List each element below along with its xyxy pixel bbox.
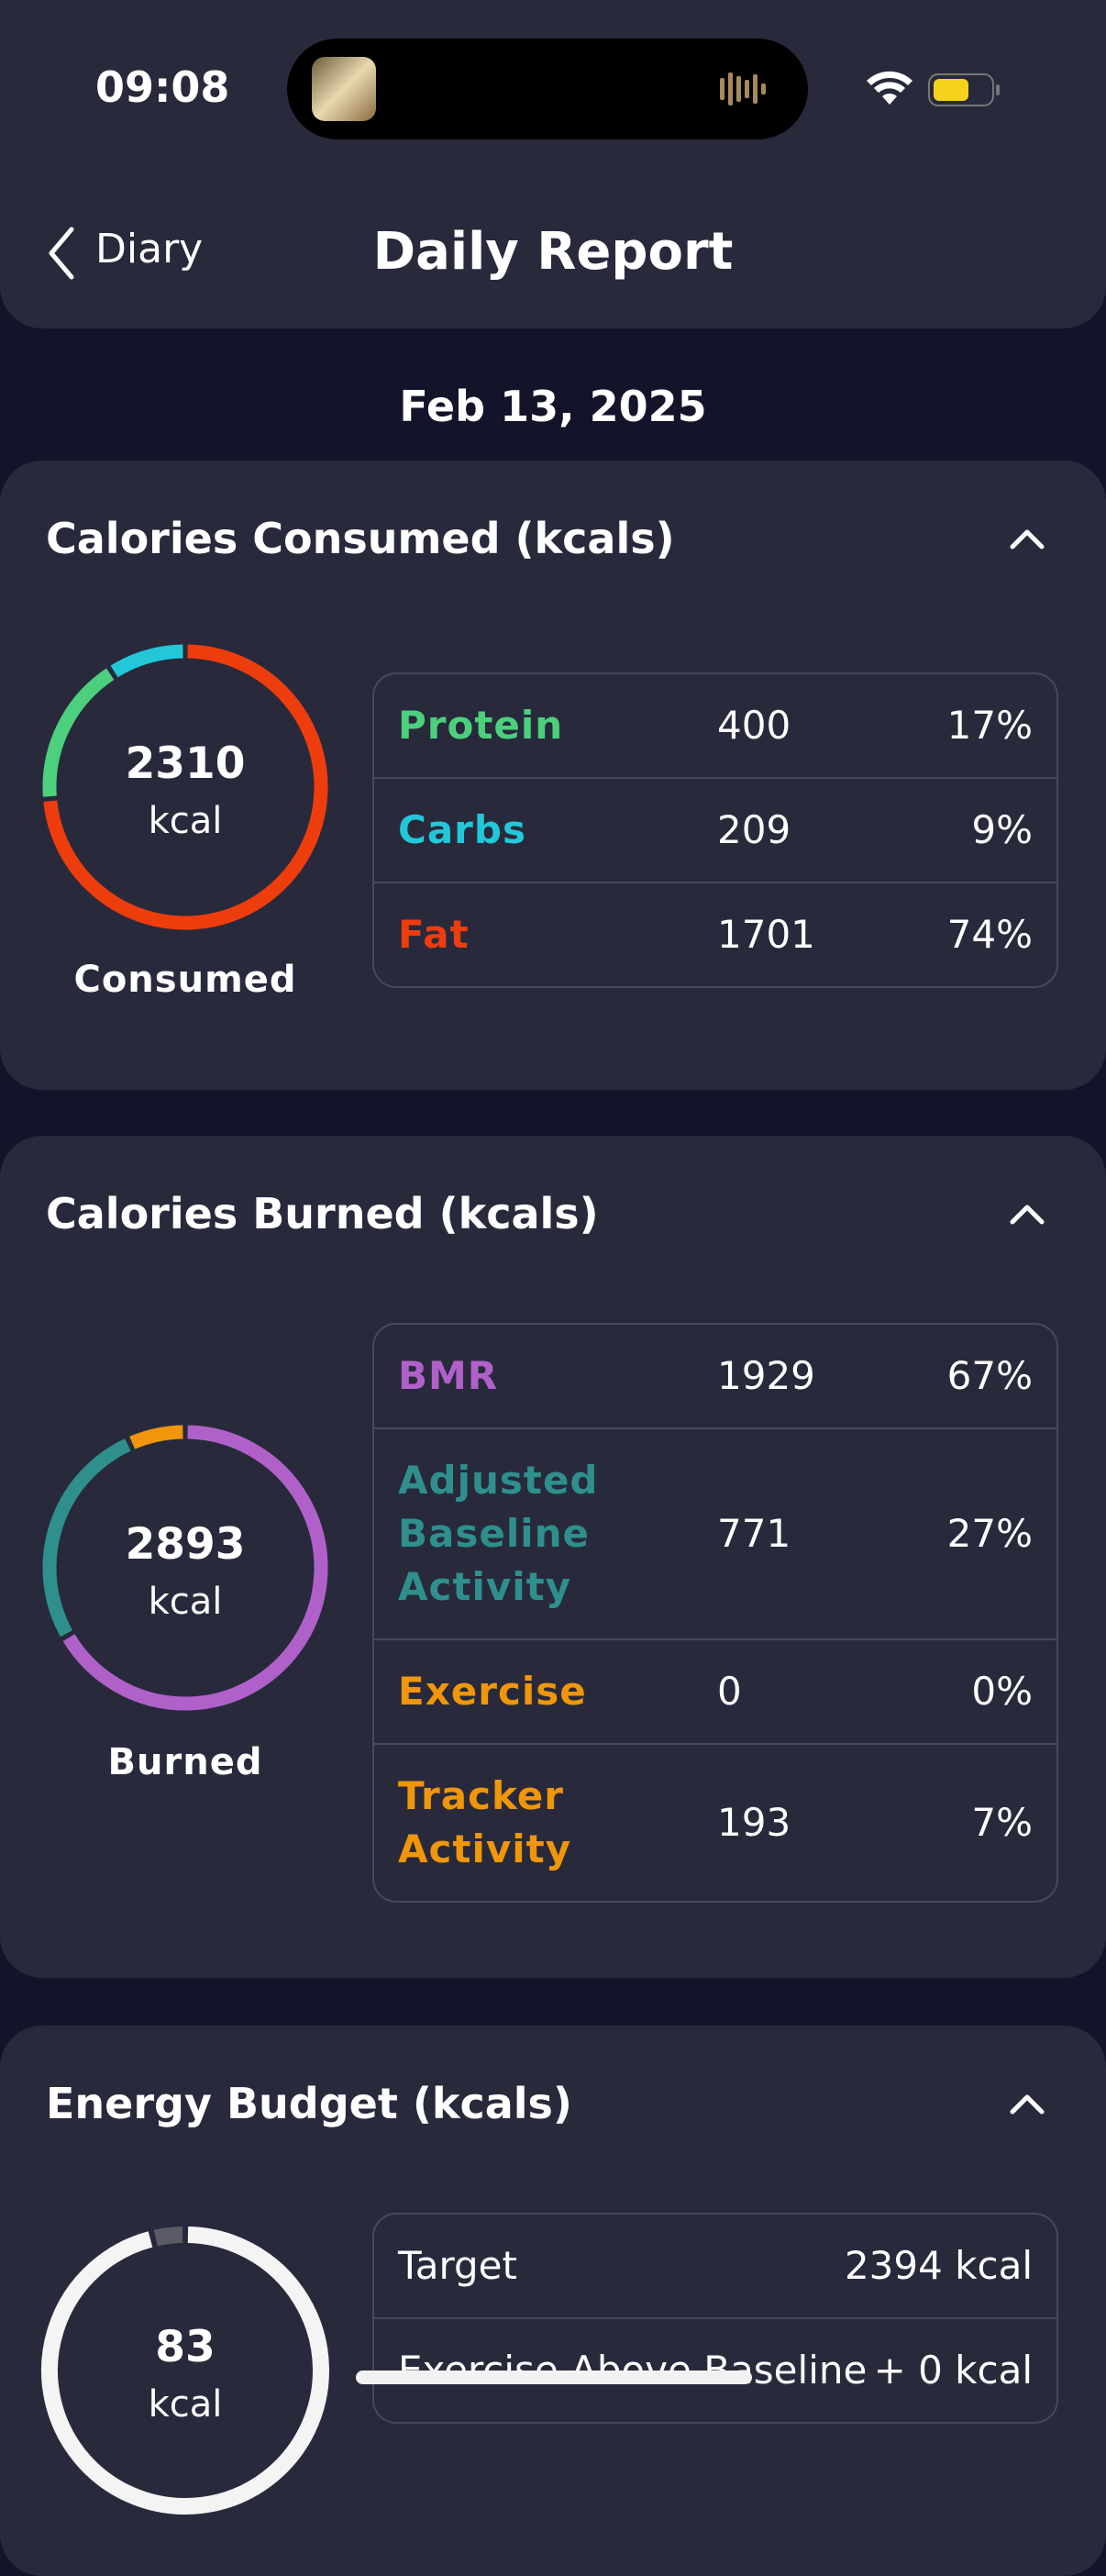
stats-table: BMR 1929 67% Adjusted Baseline Activity 771 2… bbox=[372, 1323, 1058, 1903]
row-kcal: 1701 bbox=[717, 912, 815, 957]
table-row: BMR 1929 67% bbox=[374, 1325, 1056, 1427]
row-kcal: 1929 bbox=[717, 1353, 815, 1398]
row-label: Adjusted Baseline Activity bbox=[398, 1458, 599, 1609]
row-kcal: 771 bbox=[717, 1511, 791, 1556]
donut: 2310 kcal Consumed bbox=[42, 644, 328, 1001]
row-percent: 9% bbox=[971, 807, 1033, 852]
collapse-chevron[interactable] bbox=[1009, 1200, 1045, 1227]
collapse-chevron[interactable] bbox=[1009, 525, 1045, 552]
section-card: Energy Budget (kcals) 83 kcal Target 2394 kc… bbox=[0, 2026, 1106, 2576]
wifi-icon bbox=[867, 71, 912, 105]
audio-icon bbox=[720, 72, 766, 105]
stats-table: Protein 400 17% Carbs 209 9% Fat 1701 74% bbox=[372, 672, 1058, 988]
row-label: Target bbox=[398, 2243, 517, 2288]
row-label: Tracker Activity bbox=[398, 1773, 572, 1871]
row-percent: 67% bbox=[946, 1353, 1033, 1398]
donut-segment bbox=[43, 644, 328, 930]
donut: 2893 kcal Burned bbox=[42, 1425, 328, 1783]
report-date: Feb 13, 2025 bbox=[399, 382, 707, 431]
row-percent: 7% bbox=[971, 1800, 1033, 1845]
table-row: Exercise Above Baseline+ 0 kcal bbox=[374, 2317, 1056, 2422]
row-value: + 0 kcal bbox=[873, 2348, 1033, 2393]
row-value: 2394 kcal bbox=[844, 2243, 1033, 2288]
table-row: Adjusted Baseline Activity 771 27% bbox=[374, 1427, 1056, 1638]
donut-segment bbox=[42, 668, 115, 797]
table-row: Exercise 0 0% bbox=[374, 1638, 1056, 1743]
table-row: Carbs 209 9% bbox=[374, 777, 1056, 882]
stats-table: Target 2394 kcal Exercise Above Baseline+ … bbox=[372, 2213, 1058, 2424]
section-title: Calories Burned (kcals) bbox=[46, 1189, 599, 1238]
row-label: Exercise Above Baseline bbox=[398, 2348, 868, 2393]
row-kcal: 400 bbox=[717, 703, 791, 748]
row-kcal: 209 bbox=[717, 807, 791, 852]
donut-segment bbox=[110, 644, 183, 678]
donut-segment bbox=[129, 1425, 183, 1449]
row-label: Protein bbox=[398, 703, 564, 748]
row-label: Fat bbox=[398, 912, 470, 957]
collapse-chevron[interactable] bbox=[1009, 2090, 1045, 2117]
row-percent: 27% bbox=[946, 1511, 1033, 1556]
section-title: Calories Consumed (kcals) bbox=[46, 514, 675, 563]
donut-unit: kcal bbox=[149, 2383, 223, 2426]
donut-segment bbox=[42, 1438, 131, 1638]
section-card: Calories Burned (kcals) 2893 kcal Burned BMR… bbox=[0, 1136, 1106, 1978]
table-row: Target 2394 kcal bbox=[374, 2215, 1056, 2317]
donut-caption: Burned bbox=[108, 1741, 263, 1783]
donut-unit: kcal bbox=[149, 1581, 223, 1623]
row-percent: 74% bbox=[946, 912, 1033, 957]
row-percent: 0% bbox=[971, 1669, 1033, 1714]
row-label: Carbs bbox=[398, 807, 526, 852]
status-time: 09:08 bbox=[95, 62, 230, 112]
row-kcal: 0 bbox=[717, 1669, 742, 1714]
table-row: Tracker Activity 193 7% bbox=[374, 1743, 1056, 1901]
section-card: Calories Consumed (kcals) 2310 kcal Consume… bbox=[0, 461, 1106, 1090]
back-button[interactable]: Diary bbox=[95, 226, 204, 272]
header: 09:08 Diary Daily Report bbox=[0, 0, 1106, 328]
donut-unit: kcal bbox=[149, 800, 223, 842]
donut-total: 2893 bbox=[126, 1519, 246, 1570]
row-kcal: 193 bbox=[717, 1800, 791, 1845]
home-indicator bbox=[356, 2371, 752, 2384]
donut-remainder bbox=[153, 2226, 183, 2247]
dynamic-island bbox=[287, 39, 808, 139]
table-row: Protein 400 17% bbox=[374, 674, 1056, 777]
media-thumbnail bbox=[312, 57, 376, 121]
row-percent: 17% bbox=[946, 703, 1033, 748]
page-title: Daily Report bbox=[372, 222, 734, 282]
chevron-path bbox=[1010, 529, 1045, 550]
donut-total: 2310 bbox=[126, 738, 246, 789]
table-row: Fat 1701 74% bbox=[374, 882, 1056, 986]
back-chevron[interactable] bbox=[46, 226, 79, 281]
donut-caption: Consumed bbox=[73, 959, 296, 1001]
chevron-path bbox=[1010, 1205, 1045, 1225]
row-label: Exercise bbox=[398, 1669, 587, 1714]
chevron-path bbox=[1010, 2094, 1045, 2115]
donut-total: 83 bbox=[155, 2322, 215, 2372]
row-label: BMR bbox=[398, 1353, 499, 1398]
section-title: Energy Budget (kcals) bbox=[46, 2079, 572, 2128]
battery-icon bbox=[928, 73, 1000, 106]
donut: 83 kcal bbox=[41, 2226, 329, 2515]
donut-segment bbox=[62, 1425, 328, 1711]
